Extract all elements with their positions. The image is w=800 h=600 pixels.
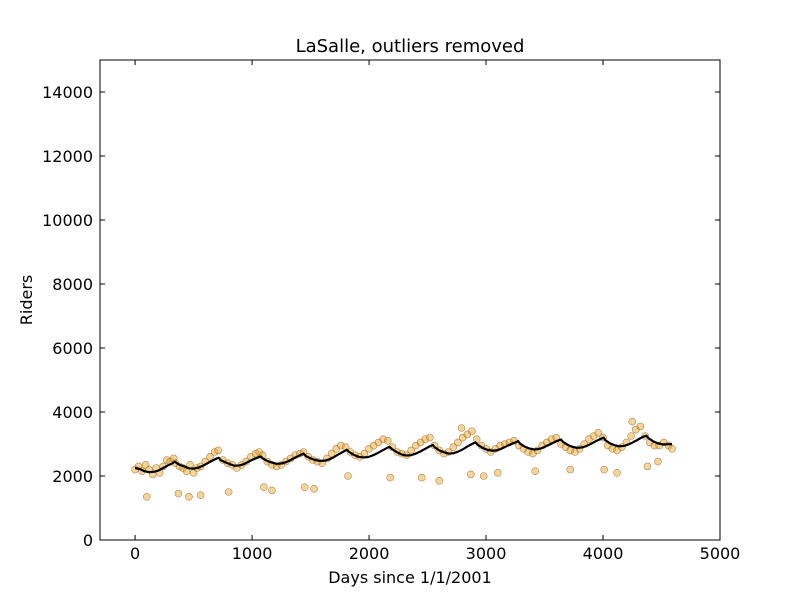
x-tick-label: 3000 — [466, 544, 507, 563]
scatter-point — [417, 473, 426, 482]
scatter-point — [206, 452, 214, 461]
scatter-point — [300, 483, 309, 492]
y-tick-label: 0 — [83, 531, 93, 550]
y-tick-label: 10000 — [42, 211, 93, 230]
scatter-point — [627, 432, 635, 440]
x-axis-label: Days since 1/1/2001 — [328, 568, 492, 587]
scatter-point — [142, 492, 151, 501]
scatter-point — [379, 435, 387, 444]
scatter-point — [435, 476, 444, 485]
y-tick-label: 4000 — [52, 403, 93, 422]
x-tick-label: 2000 — [349, 544, 390, 563]
scatter-point — [337, 441, 345, 450]
axes-frame — [99, 59, 721, 541]
scatter-point — [185, 492, 193, 501]
scatter-point — [386, 473, 394, 482]
scatter-point — [467, 470, 475, 479]
x-tick-label: 1000 — [232, 544, 273, 563]
y-tick-label: 2000 — [52, 467, 93, 486]
scatter-point — [196, 491, 205, 500]
scatter-point — [268, 486, 276, 495]
scatter-point — [426, 433, 434, 442]
scatter-point — [174, 489, 183, 498]
y-tick-label: 6000 — [52, 339, 93, 358]
y-tick-label: 12000 — [42, 147, 93, 166]
scatter-point — [454, 438, 462, 447]
y-axis-label: Riders — [17, 275, 36, 325]
scatter-point — [636, 422, 645, 431]
scatter-point — [457, 424, 466, 432]
scatter-point — [643, 462, 652, 471]
scatter-point — [479, 472, 488, 480]
scatter-point — [654, 457, 662, 466]
scatter-point — [344, 472, 352, 480]
scatter-point — [493, 468, 502, 477]
trend-line — [134, 434, 673, 474]
x-tick-label: 4000 — [583, 544, 624, 563]
scatter-point — [224, 488, 233, 496]
axis-ticks: 0 1000 2000 3000 4000 5000 0 2000 4000 6000 8000 10… — [42, 60, 740, 563]
x-tick-label: 0 — [130, 544, 140, 563]
scatter-point — [421, 435, 430, 444]
scatter-point — [600, 465, 608, 474]
scatter-point — [594, 428, 603, 437]
scatter-point — [531, 467, 539, 476]
scatter-point — [468, 427, 476, 436]
y-tick-label: 8000 — [52, 275, 93, 294]
scatter-point — [383, 436, 392, 445]
scatter-point — [310, 484, 318, 493]
scatter-point — [668, 444, 676, 453]
scatter-point — [472, 435, 481, 444]
scatter-point — [613, 468, 621, 477]
scatter-point — [449, 443, 458, 452]
scatter-point — [259, 483, 268, 492]
chart-title: LaSalle, outliers removed — [296, 36, 525, 57]
scatter-point — [566, 465, 575, 474]
y-tick-label: 14000 — [42, 83, 93, 102]
plot-area — [131, 417, 676, 501]
scatter-point — [407, 446, 415, 455]
x-tick-label: 5000 — [700, 544, 741, 563]
scatter-point — [628, 417, 637, 426]
scatter-point — [214, 446, 222, 455]
